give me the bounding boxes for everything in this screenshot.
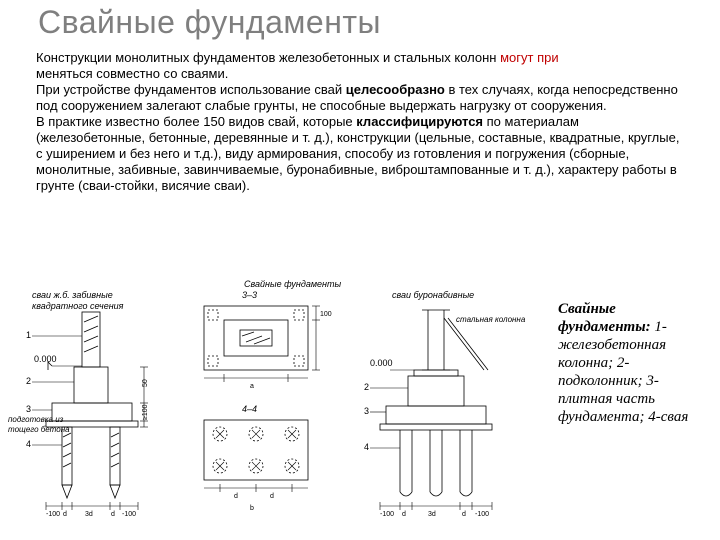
p3-n2: 2 xyxy=(364,382,369,392)
p1-note2: тощего бетона xyxy=(8,425,70,434)
p1-note1: подготовка из xyxy=(8,415,64,424)
p2-pre: При устройстве фундаментов использование… xyxy=(36,82,346,97)
p1-dd2: d xyxy=(111,511,115,518)
p1-n4: 4 xyxy=(26,439,31,449)
p3-lbl: сваи буронабивные xyxy=(392,290,474,300)
p3-dd: d xyxy=(402,511,406,518)
p1-n2: 2 xyxy=(26,376,31,386)
p1-dd: d xyxy=(63,511,67,518)
page-title: Свайные фундаменты xyxy=(38,4,381,41)
p3-0000: 0.000 xyxy=(370,358,393,368)
p3-pre: В практике известно более 150 видов свай… xyxy=(36,114,356,129)
p1-n1: 1 xyxy=(26,330,31,340)
p1-n3: 3 xyxy=(26,404,31,414)
p1-d3dl: 3d xyxy=(85,511,93,518)
p2-bold: целесообразно xyxy=(346,82,445,97)
p2-b: b xyxy=(250,505,254,512)
body-text: Конструкции монолитных фундаментов желез… xyxy=(36,50,688,194)
p3-n4: 4 xyxy=(364,442,369,452)
p2-33: 3–3 xyxy=(242,290,257,300)
p1-accent: могут при xyxy=(500,50,559,65)
p3-col: стальная колонна xyxy=(456,315,526,324)
dg-top-label: Свайные фундаменты xyxy=(244,279,341,289)
p1-lbl2: квадратного сечения xyxy=(32,301,124,311)
p2-d100: 100 xyxy=(320,311,332,318)
p3-d100l: -100 xyxy=(380,511,394,518)
p1-d100r: -100 xyxy=(122,511,136,518)
p1-0000: 0.000 xyxy=(34,354,57,364)
p1-d100l: -100 xyxy=(46,511,60,518)
caption-lead: Свайные фундаменты: xyxy=(558,301,651,335)
p3-dd2: d xyxy=(462,511,466,518)
p1-post: меняться совместно со сваями. xyxy=(36,66,228,81)
p2-44: 4–4 xyxy=(242,404,257,414)
p3-d3dl: 3d xyxy=(428,511,436,518)
p3-n3: 3 xyxy=(364,406,369,416)
p2-d: d xyxy=(234,493,238,500)
p3-bold: классифицируются xyxy=(356,114,483,129)
diagram: Свайные фундаменты сваи ж.б. забивные кв… xyxy=(4,276,542,526)
p1-v50: 50 xyxy=(142,379,149,387)
p3-d100r: -100 xyxy=(475,511,489,518)
p2-d2: d xyxy=(270,493,274,500)
p1-pre: Конструкции монолитных фундаментов желез… xyxy=(36,50,500,65)
figure-caption: Свайные фундаменты: 1-железобетонная кол… xyxy=(558,300,708,426)
p2-a: a xyxy=(250,383,254,390)
p1-v100: ≥100 xyxy=(142,404,149,420)
p1-lbl1: сваи ж.б. забивные xyxy=(32,290,113,300)
